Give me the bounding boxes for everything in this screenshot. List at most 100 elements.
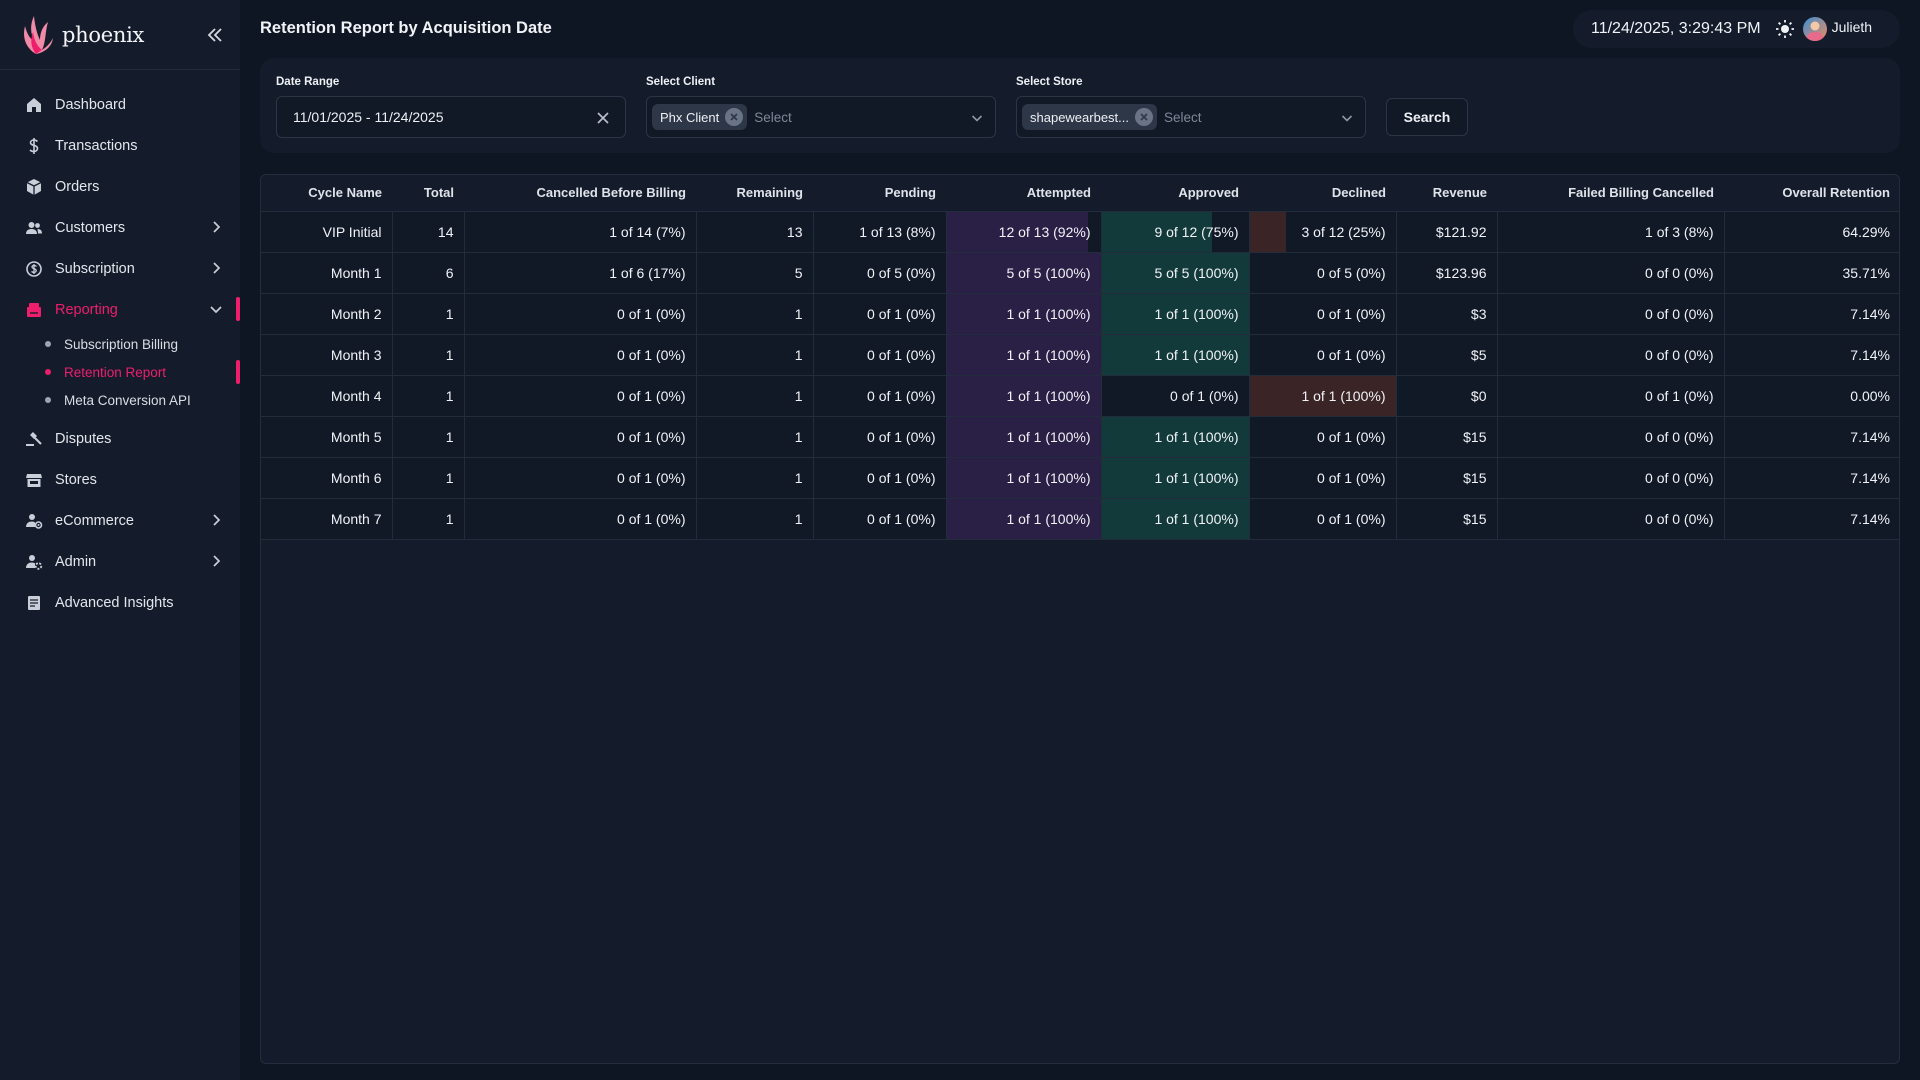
cell-approved: 9 of 12 (75%) [1100,210,1249,252]
sidebar-item-disputes[interactable]: Disputes [0,418,240,459]
sidebar-item-advanced-insights[interactable]: Advanced Insights [0,582,240,623]
home-icon [24,95,44,115]
cell-remaining: 1 [695,456,813,498]
cell-pending: 0 of 1 (0%) [812,415,946,457]
store-select[interactable]: shapewearbest... Select [1016,96,1366,138]
double-chevron-left-icon [207,28,222,42]
sidebar-item-dashboard[interactable]: Dashboard [0,84,240,125]
client-select[interactable]: Phx Client Select [646,96,996,138]
cell-value: 1 of 1 (100%) [1154,510,1239,527]
table-header-row: Cycle Name Total Cancelled Before Billing R… [261,175,1899,211]
column-header: Cancelled Before Billing [464,175,696,211]
current-datetime: 11/24/2025, 3:29:43 PM [1591,20,1761,37]
cell-value: 7.14% [1850,346,1890,363]
cell-value: 0 of 1 (0%) [867,305,936,322]
sidebar-subitem-subscription-billing[interactable]: Subscription Billing [0,330,240,358]
sidebar-subitem-retention-report[interactable]: Retention Report [0,358,240,386]
client-chip-label: Phx Client [660,109,720,125]
sidebar-item-subscription[interactable]: Subscription [0,248,240,289]
cell-value: 1 of 6 (17%) [609,264,686,281]
column-header: Attempted [946,175,1101,211]
cell-remaining: 1 [695,333,813,375]
clear-date-icon[interactable] [595,110,611,126]
table-row: Month 7 1 0 of 1 (0%) 1 0 of 1 (0%) 1 of 1 (1… [261,497,1899,540]
remove-client-chip-button[interactable] [725,108,744,126]
user-name[interactable]: Julieth [1831,19,1873,35]
chevron-right-icon [213,262,221,274]
box-icon [24,177,44,197]
sidebar-item-reporting[interactable]: Reporting [0,289,240,330]
retention-table: Cycle Name Total Cancelled Before Billing R… [261,175,1899,540]
sidebar-item-orders[interactable]: Orders [0,166,240,207]
cell-value: 0 of 1 (0%) [867,346,936,363]
collapse-sidebar-button[interactable] [202,22,228,48]
sidebar-item-transactions[interactable]: Transactions [0,125,240,166]
store-chip: shapewearbest... [1022,104,1158,130]
cell-value: 5 of 5 (100%) [1006,264,1091,281]
sidebar-item-customers[interactable]: Customers [0,207,240,248]
cell-value: 1 of 1 (100%) [1154,469,1239,486]
cell-retention: 0.00% [1723,374,1899,416]
cell-value: Month 4 [330,387,382,404]
table-row: Month 1 6 1 of 6 (17%) 5 0 of 5 (0%) 5 of 5 (… [261,251,1899,293]
cell-progress-fill [1101,457,1249,498]
sidebar-subitem-meta-conversion-api[interactable]: Meta Conversion API [0,386,240,414]
cell-value: 1 of 14 (7%) [609,223,686,240]
sidebar-item-stores[interactable]: Stores [0,459,240,500]
sidebar-item-admin[interactable]: Admin [0,541,240,582]
cell-remaining: 1 [695,374,813,416]
close-icon [730,113,738,121]
cell-value: VIP Initial [322,223,382,240]
subscription-icon [24,259,44,279]
cell-cancelled: 0 of 1 (0%) [463,374,696,416]
cell-value: $123.96 [1435,264,1487,281]
sidebar-nav: Dashboard Transactions Orders Customers [0,70,240,623]
remove-store-chip-button[interactable] [1135,108,1154,126]
date-range-input[interactable]: 11/01/2025 - 11/24/2025 [276,96,626,138]
cell-value: 1 [794,387,803,404]
cell-approved: 1 of 1 (100%) [1100,456,1249,498]
cell-progress-fill [946,293,1101,334]
cell-value: $15 [1463,428,1487,445]
cell-cancelled: 0 of 1 (0%) [463,415,696,457]
cell-value: 0 of 5 (0%) [1317,264,1386,281]
cell-failed: 0 of 0 (0%) [1496,456,1724,498]
cell-value: $15 [1463,510,1487,527]
cell-value: 0 of 0 (0%) [1645,428,1714,445]
cell-value: 0 of 1 (0%) [1317,305,1386,322]
avatar[interactable] [1802,17,1827,41]
cell-failed: 0 of 0 (0%) [1496,497,1724,540]
cell-approved: 1 of 1 (100%) [1100,497,1249,540]
brand-name: phoenix [62,22,145,47]
cell-cycle: Month 6 [261,456,392,498]
cell-cancelled: 0 of 1 (0%) [463,456,696,498]
cell-value: 0 of 1 (0%) [1317,346,1386,363]
search-button[interactable]: Search [1386,98,1468,136]
cell-progress-fill [946,416,1101,457]
cell-revenue: $123.96 [1395,251,1497,293]
cell-value: Month 6 [330,469,382,486]
chevron-right-icon [213,555,221,567]
cell-approved: 1 of 1 (100%) [1100,333,1249,375]
cell-value: 1 [794,305,803,322]
sidebar-item-ecommerce[interactable]: eCommerce [0,500,240,541]
client-select-placeholder: Select [754,109,792,125]
cell-revenue: $0 [1395,374,1497,416]
theme-toggle-sun-icon[interactable] [1775,19,1795,39]
store-icon [24,470,44,490]
cell-retention: 7.14% [1723,333,1899,375]
cell-value: Month 1 [330,264,382,281]
user-avatar-icon [1805,21,1824,41]
cell-value: 0 of 0 (0%) [1645,305,1714,322]
cell-value: 0 of 1 (0%) [1317,510,1386,527]
cell-cycle: Month 3 [261,333,392,375]
cell-retention: 64.29% [1723,210,1899,252]
column-header: Pending [813,175,946,211]
cell-value: 0 of 1 (0%) [617,469,686,486]
cell-value: 1 of 1 (100%) [1006,305,1091,322]
cell-progress-fill [946,252,1101,293]
report-icon [24,300,44,320]
cell-pending: 1 of 13 (8%) [812,210,946,252]
cell-pending: 0 of 1 (0%) [812,374,946,416]
cell-value: 5 [794,264,803,281]
